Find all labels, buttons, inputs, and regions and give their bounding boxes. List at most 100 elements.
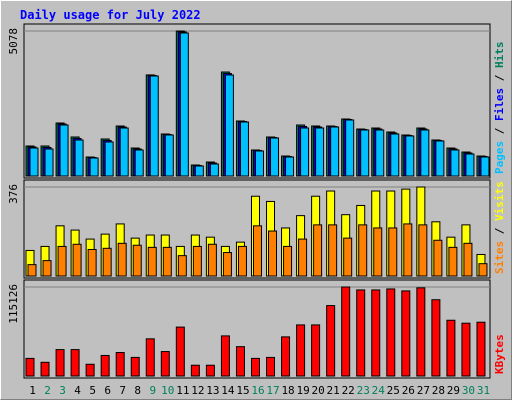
bar (235, 346, 245, 377)
x-tick-label: 9 (149, 384, 156, 397)
bar (270, 137, 280, 177)
bar (281, 336, 291, 377)
bar (403, 223, 413, 277)
bar (40, 361, 50, 377)
x-tick-label: 13 (206, 384, 219, 397)
bar (115, 352, 125, 377)
x-tick-label: 10 (161, 384, 174, 397)
bar (224, 74, 234, 177)
y-tick-label: 376 (7, 184, 20, 204)
legend: Pages / Files / Hits (493, 42, 506, 175)
bar (119, 127, 129, 177)
bar (164, 134, 174, 177)
x-tick-label: 15 (236, 384, 249, 397)
bar (326, 305, 336, 377)
legend-entry: Visits (493, 181, 506, 221)
bar (27, 264, 37, 277)
bar (478, 263, 488, 277)
x-tick-label: 2 (44, 384, 51, 397)
x-tick-label: 27 (417, 384, 430, 397)
bar (296, 324, 306, 377)
bar (341, 286, 351, 377)
x-tick-label: 7 (119, 384, 126, 397)
bar (446, 319, 456, 377)
bar (461, 322, 471, 377)
bar (194, 165, 204, 177)
legend-separator: / (493, 221, 506, 241)
bar (298, 238, 308, 277)
x-tick-label: 19 (296, 384, 309, 397)
bar (416, 287, 426, 377)
bar (266, 356, 276, 377)
bar (476, 321, 486, 377)
bar (448, 246, 458, 277)
bar (59, 124, 69, 177)
bar (147, 246, 157, 277)
bar (330, 126, 340, 177)
bar (42, 260, 52, 277)
bar (463, 242, 473, 277)
bar (239, 121, 249, 177)
bar (179, 32, 189, 177)
bar (431, 299, 441, 377)
x-tick-label: 1 (29, 384, 36, 397)
bar (162, 246, 172, 277)
legend-separator: / (493, 68, 506, 88)
x-tick-label: 22 (342, 384, 355, 397)
bar (386, 288, 396, 377)
bar (55, 349, 65, 377)
bar (250, 357, 260, 377)
x-tick-label: 29 (447, 384, 460, 397)
bar (343, 237, 353, 277)
legend-entry: Pages (493, 141, 506, 174)
x-tick-label: 11 (176, 384, 189, 397)
legend-entry: KBytes (493, 334, 506, 374)
bar (145, 338, 155, 377)
bar (418, 224, 428, 277)
bar (100, 354, 110, 377)
legend-entry: Hits (493, 42, 506, 69)
bar (104, 141, 114, 177)
bar (85, 363, 95, 377)
bar (375, 129, 385, 177)
x-tick-label: 6 (104, 384, 111, 397)
x-tick-label: 4 (74, 384, 81, 397)
bar (405, 135, 415, 177)
bar (268, 230, 278, 277)
x-tick-label: 26 (402, 384, 415, 397)
bar (207, 243, 217, 277)
x-tick-label: 5 (89, 384, 96, 397)
bar (373, 227, 383, 277)
legend-separator: / (493, 121, 506, 141)
bar (435, 140, 445, 177)
x-tick-label: 14 (221, 384, 235, 397)
bar (175, 326, 185, 377)
legend-entry: Sites (493, 241, 506, 274)
y-tick-label: 5078 (7, 28, 20, 55)
y-tick-label: 115126 (7, 284, 20, 324)
bar (360, 129, 370, 177)
bar (433, 239, 443, 277)
bar (285, 156, 295, 177)
bar (117, 242, 127, 277)
bar (130, 356, 140, 377)
bar (313, 224, 323, 277)
bar (134, 149, 144, 177)
bar (388, 227, 398, 277)
bar (209, 163, 219, 177)
legend: KBytes (493, 334, 506, 374)
bar (358, 224, 368, 277)
bar (87, 248, 97, 277)
bar (160, 351, 170, 377)
x-tick-label: 18 (281, 384, 294, 397)
x-tick-label: 25 (387, 384, 400, 397)
x-tick-label: 8 (134, 384, 141, 397)
bar (205, 364, 215, 377)
bar (177, 255, 187, 277)
bar (252, 225, 262, 277)
chart-title: Daily usage for July 2022 (20, 8, 201, 22)
bar (70, 349, 80, 377)
bar (57, 245, 67, 277)
